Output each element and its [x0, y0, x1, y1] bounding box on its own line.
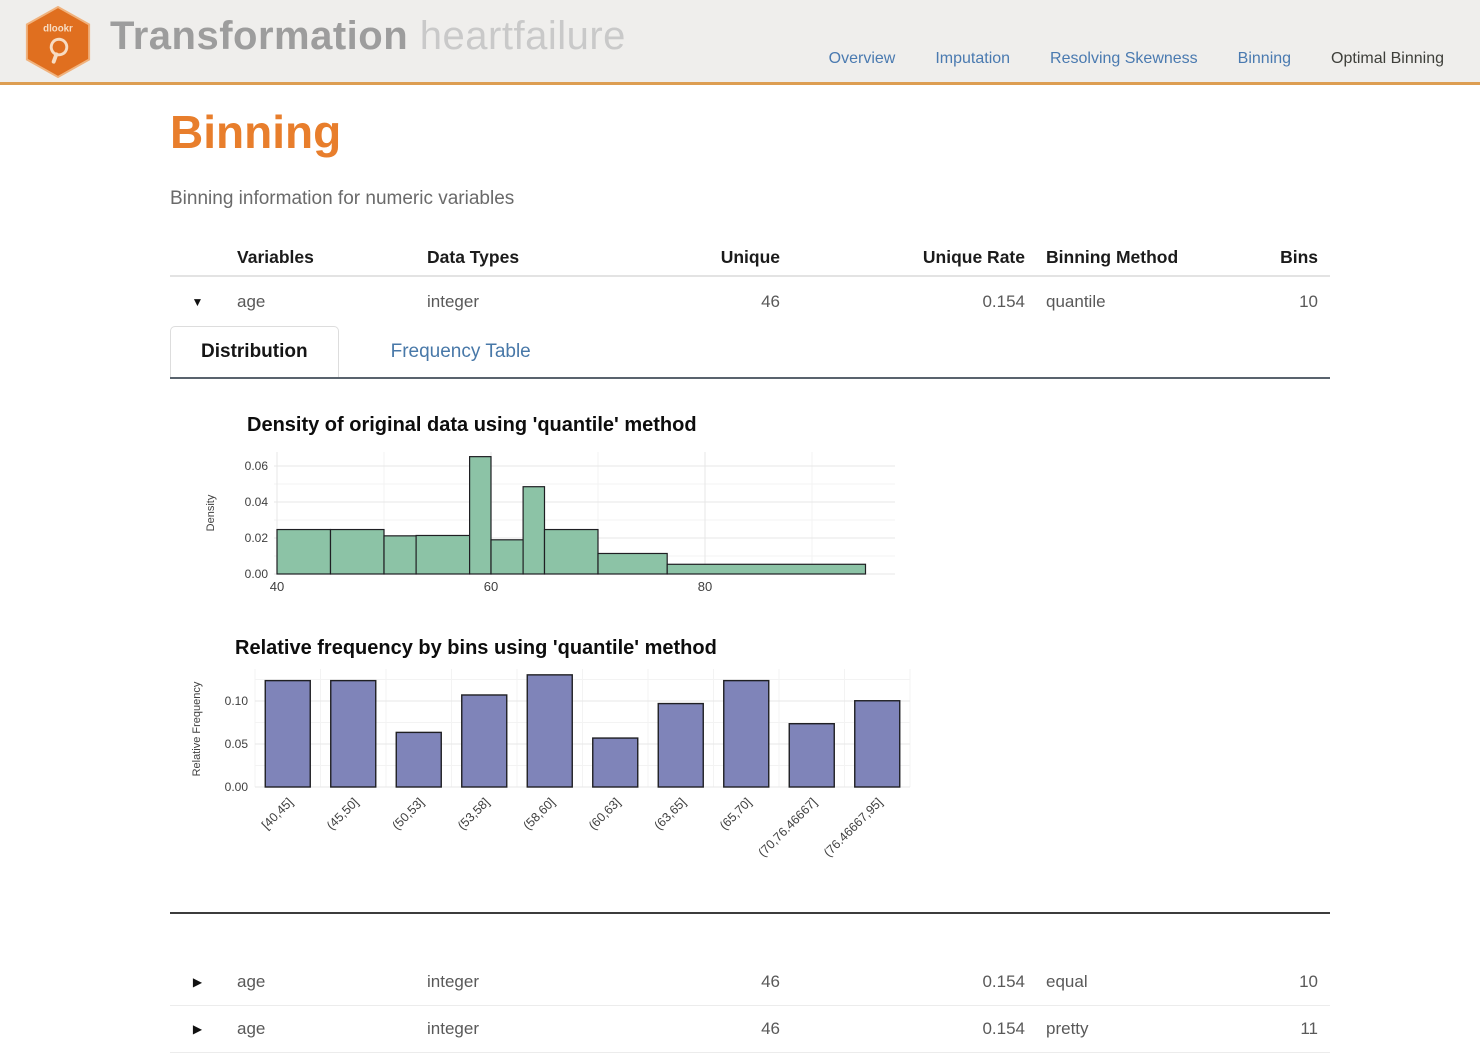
cell-bins: 10 — [1299, 291, 1318, 311]
svg-text:Density of original data using: Density of original data using 'quantile… — [247, 414, 697, 436]
main-content: Binning Binning information for numeric … — [170, 85, 1330, 1054]
tab-frequency-table[interactable]: Frequency Table — [390, 340, 531, 362]
nav-imputation[interactable]: Imputation — [935, 50, 1011, 67]
cell-bins: 11 — [1300, 1019, 1318, 1039]
cell-method: equal — [1046, 972, 1088, 992]
svg-text:(70,76.46667]: (70,76.46667] — [755, 796, 819, 860]
col-bins: Bins — [1280, 247, 1318, 268]
svg-text:0.04: 0.04 — [245, 495, 269, 509]
cell-method: pretty — [1046, 1019, 1089, 1039]
col-unique-rate: Unique Rate — [922, 247, 1025, 268]
svg-text:(50,53]: (50,53] — [389, 796, 426, 833]
cell-variable: age — [237, 1019, 266, 1039]
svg-text:0.00: 0.00 — [245, 567, 269, 581]
svg-text:(45,50]: (45,50] — [324, 796, 361, 833]
svg-text:0.02: 0.02 — [245, 531, 269, 545]
svg-text:40: 40 — [270, 579, 284, 594]
density-chart: 0.00 0.02 0.04 0.06 40 60 80 Density of origina… — [205, 414, 895, 594]
col-variables: Variables — [237, 247, 314, 268]
col-data-types: Data Types — [427, 247, 520, 268]
cell-unique-rate: 0.154 — [982, 1019, 1025, 1039]
report-title: Transformation heartfailure — [110, 14, 626, 59]
svg-text:Relative Frequency: Relative Frequency — [191, 681, 203, 776]
cell-unique: 46 — [761, 972, 780, 992]
svg-text:Relative frequency by bins usi: Relative frequency by bins using 'quanti… — [235, 637, 717, 659]
binning-table-header: Variables Data Types Unique Unique Rate … — [170, 240, 1330, 278]
expand-row-icon[interactable]: ▶ — [192, 975, 203, 990]
report-title-dataset: heartfailure — [419, 14, 626, 58]
cell-unique-rate: 0.154 — [982, 291, 1025, 311]
cell-data-type: integer — [427, 1019, 479, 1039]
section-divider — [170, 912, 1330, 915]
top-navigation: Overview Imputation Resolving Skewness B… — [829, 50, 1444, 68]
app-header: dlookr Transformation heartfailure Overv… — [0, 0, 1480, 85]
cell-unique: 46 — [761, 291, 780, 311]
nav-optimal-binning[interactable]: Optimal Binning — [1331, 50, 1444, 67]
svg-text:0.05: 0.05 — [225, 737, 249, 751]
cell-bins: 10 — [1299, 972, 1318, 992]
relative-frequency-panel: [40,45] (45,50] (50,53] (53,58] (58,60] (60,6… — [170, 626, 1330, 876]
relative-frequency-chart: [40,45] (45,50] (50,53] (53,58] (58,60] (60,6… — [191, 637, 911, 860]
col-unique: Unique — [720, 247, 780, 268]
svg-text:80: 80 — [698, 579, 712, 594]
svg-text:(53,58]: (53,58] — [455, 796, 492, 833]
cell-method: quantile — [1046, 291, 1106, 311]
cell-variable: age — [237, 291, 266, 311]
cell-data-type: integer — [427, 972, 479, 992]
table-row-quantile: ▼ age integer 46 0.154 quantile 10 — [170, 277, 1330, 326]
svg-text:0.06: 0.06 — [245, 459, 269, 473]
expand-row-icon[interactable]: ▶ — [192, 1022, 203, 1037]
dlookr-logo-icon: dlookr — [25, 6, 91, 78]
svg-text:(65,70]: (65,70] — [717, 796, 754, 833]
distribution-panel: 0.00 0.02 0.04 0.06 40 60 80 Density of origina… — [170, 401, 1330, 601]
col-binning-method: Binning Method — [1046, 247, 1179, 268]
svg-text:60: 60 — [484, 579, 498, 594]
table-row-equal: ▶ age integer 46 0.154 equal 10 — [170, 959, 1330, 1007]
cell-data-type: integer — [427, 291, 479, 311]
svg-text:Density: Density — [205, 494, 217, 531]
nav-binning[interactable]: Binning — [1237, 50, 1292, 67]
detail-tabs: Distribution Frequency Table — [170, 326, 1330, 380]
page-title: Binning — [170, 106, 342, 158]
report-title-main: Transformation — [110, 14, 409, 58]
collapse-row-icon[interactable]: ▼ — [191, 294, 204, 309]
svg-text:[40,45]: [40,45] — [259, 796, 296, 833]
tab-distribution[interactable]: Distribution — [170, 326, 339, 378]
svg-text:0.00: 0.00 — [225, 780, 249, 794]
cell-unique: 46 — [761, 1019, 780, 1039]
svg-text:(58,60]: (58,60] — [520, 796, 557, 833]
nav-overview[interactable]: Overview — [828, 50, 896, 67]
collapsed-rows: ▶ age integer 46 0.154 equal 10 ▶ age in… — [170, 959, 1330, 1054]
svg-text:dlookr: dlookr — [43, 23, 73, 34]
cell-unique-rate: 0.154 — [982, 972, 1025, 992]
svg-text:0.10: 0.10 — [225, 694, 249, 708]
table-row-pretty: ▶ age integer 46 0.154 pretty 11 — [170, 1006, 1330, 1054]
page-subtitle: Binning information for numeric variable… — [170, 188, 515, 210]
nav-resolving-skewness[interactable]: Resolving Skewness — [1050, 50, 1198, 67]
svg-text:(76.46667,95]: (76.46667,95] — [821, 796, 885, 860]
svg-text:(63,65]: (63,65] — [651, 796, 688, 833]
cell-variable: age — [237, 972, 266, 992]
svg-text:(60,63]: (60,63] — [586, 796, 623, 833]
